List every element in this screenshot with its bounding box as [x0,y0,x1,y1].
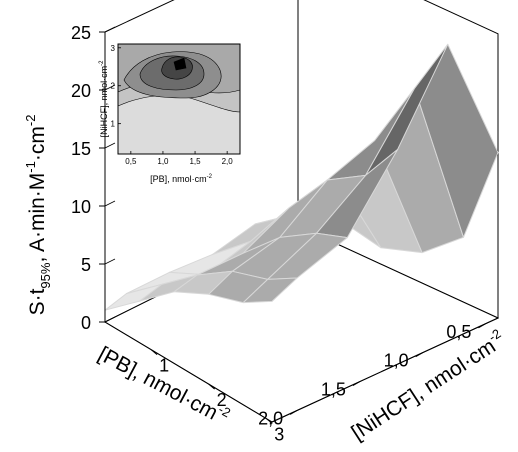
inset-x-tick-label: 1,5 [189,157,201,166]
x-tick [352,381,361,386]
z-tick-inner [104,26,116,33]
z-axis-label-rest: , A·min·M [26,173,49,263]
z-axis-label-rest2: ·cm [26,126,49,161]
z-axis-label-sup1: -1 [23,161,38,173]
inset-y-tick-label: 3 [111,44,116,53]
x-tick-label: 0,5 [446,322,471,342]
z-tick-label: 20 [71,81,91,101]
y-tick-label: 2 [217,390,227,410]
z-axis-label: S·t95%, A·min·M-1·cm-2 [23,115,53,316]
z-tick-label: 15 [71,139,91,159]
inset-x-tick-label: 2,0 [222,157,234,166]
inset-y-tick-label: 1 [111,120,116,129]
z-axis-label-sub: 95% [38,262,53,288]
z-tick-label: 5 [81,255,91,275]
z-tick-inner [104,142,116,149]
inset-x-label-sup: -2 [207,174,213,180]
inset-frame [117,43,241,155]
z-axis: S·t95%, A·min·M-1·cm-2 [23,115,53,316]
z-tick-inner [104,258,116,265]
y-tick [208,383,215,390]
x-tick-label: 2,0 [258,408,283,428]
z-tick-label: 0 [81,313,91,333]
z-tick-label: 25 [71,23,91,43]
y-axis-line [271,317,499,423]
z-axis-label-main: S·t [26,288,49,315]
z-tick-label: 10 [71,197,91,217]
inset-x-tick-label: 0,5 [125,157,137,166]
axis-box-front: 0 5 10 15 20 25 0,5 1,0 1,5 2,0 1 2 3 [71,23,499,445]
inset-y-label: [NiHCF], nmol·cm-2 [99,60,109,137]
z-tick-inner [104,200,116,207]
x-axis-line [104,321,273,423]
x-tick [478,323,486,329]
z-tick-inner [104,84,116,91]
inset-y-label-text: [NiHCF], nmol·cm [99,66,109,138]
inset-body: 0,5 1,0 1,5 2,0 1 2 3 [111,43,241,166]
y-tick [265,418,273,424]
inset-y-tick-label: 2 [111,82,116,91]
x-tick-label: 1,0 [384,351,409,371]
y-tick [150,349,158,355]
inset-y-label-sup: -2 [99,60,105,66]
z-axis-label-sup2: -2 [23,115,38,127]
surface-cell [242,277,298,304]
inset-x-label-text: [PB], nmol·cm [150,174,207,184]
inset-contour-band [173,57,187,71]
surface-plot [104,43,499,311]
inset-x-tick-label: 1,0 [157,157,169,166]
x-tick [289,410,298,415]
x-tick [415,352,423,358]
y-tick-label: 1 [159,356,169,376]
y-tick-label: 3 [274,425,284,445]
inset-x-label: [PB], nmol·cm-2 [150,174,213,184]
x-tick-label: 1,5 [321,380,346,400]
z-tick-inner [104,316,116,323]
